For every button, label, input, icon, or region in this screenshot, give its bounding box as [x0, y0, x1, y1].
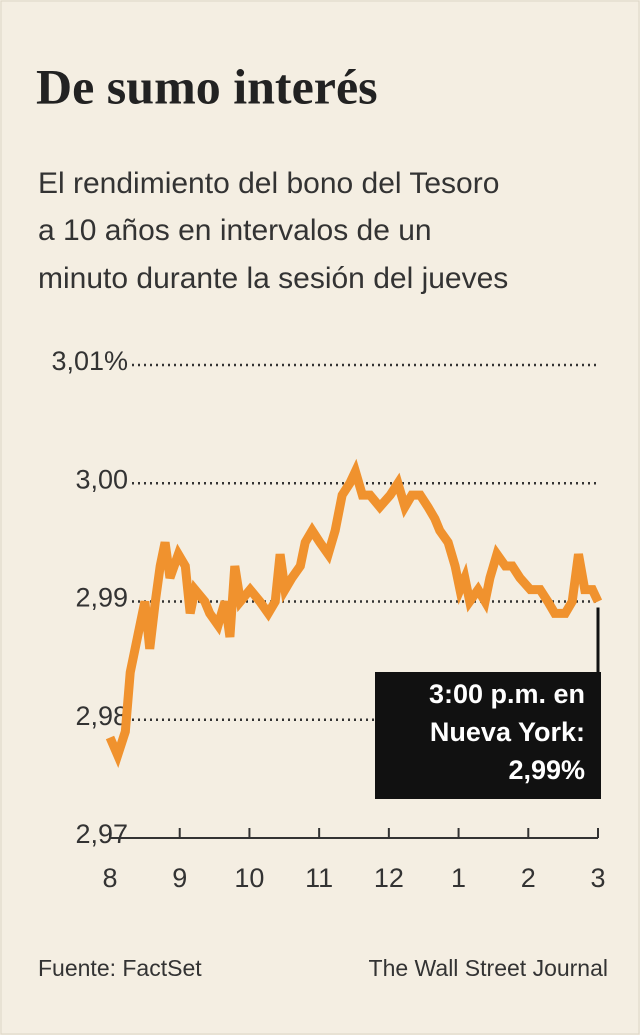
x-tick-label: 9	[172, 863, 187, 893]
subtitle: El rendimiento del bono del Tesoro	[38, 167, 499, 200]
credit: The Wall Street Journal	[369, 955, 608, 981]
annotation-box	[375, 672, 601, 799]
x-tick-label: 8	[102, 863, 117, 893]
chart-title: De sumo interés	[36, 58, 378, 114]
subtitle: a 10 años en intervalos de un	[38, 214, 432, 247]
x-tick-label: 3	[590, 863, 605, 893]
y-tick-label: 3,00	[75, 464, 128, 494]
y-tick-label: 2,97	[75, 819, 128, 849]
y-tick-label: 3,01%	[51, 346, 128, 376]
y-tick-label: 2,99	[75, 583, 128, 613]
x-tick-label: 11	[305, 863, 333, 893]
annotation-text: 3:00 p.m. en	[429, 679, 585, 709]
line-series	[105, 458, 603, 768]
y-tick-label: 2,98	[75, 701, 128, 731]
x-tick-label: 10	[234, 863, 264, 893]
annotation-text: 2,99%	[508, 755, 585, 785]
subtitle: minuto durante la sesión del jueves	[38, 262, 508, 295]
x-tick-label: 2	[521, 863, 536, 893]
x-tick-label: 12	[374, 863, 404, 893]
source: Fuente: FactSet	[38, 955, 202, 981]
x-tick-label: 1	[451, 863, 466, 893]
annotation-text: Nueva York:	[430, 717, 585, 747]
